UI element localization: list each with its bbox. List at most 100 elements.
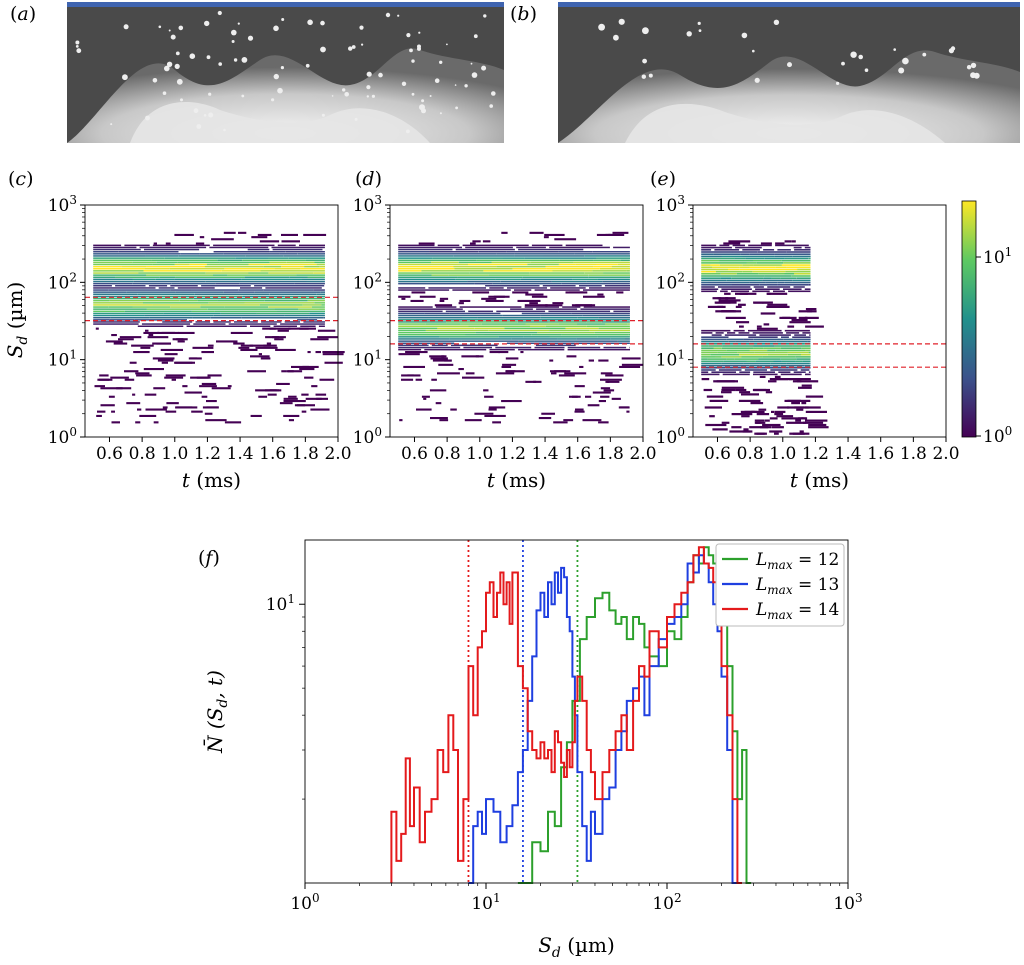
heatmap-cell <box>701 281 709 284</box>
droplet <box>271 98 275 102</box>
droplet <box>193 108 199 114</box>
heatmap-cell <box>260 357 271 360</box>
heatmap-cell <box>448 274 489 276</box>
heatmap-cells-c <box>93 231 345 424</box>
heatmap-cell <box>141 323 191 325</box>
heatmap-cell <box>430 417 448 420</box>
heatmap-cell <box>124 370 139 373</box>
heatmap-cell <box>192 317 211 319</box>
panel-f-label: (f) <box>198 547 220 569</box>
histogram-series-2 <box>390 546 742 884</box>
heatmap-cell <box>176 406 193 409</box>
heatmap-cell <box>723 360 747 363</box>
heatmap-cell <box>774 375 781 378</box>
x-tick-label: 1.4 <box>532 444 559 464</box>
heatmap-cell <box>771 410 775 413</box>
heatmap-cell <box>780 364 805 367</box>
panel-b-letter: b <box>517 3 529 25</box>
heatmap-cell <box>701 262 720 264</box>
heatmap-cell <box>534 346 565 349</box>
heatmap-cell <box>563 419 574 422</box>
heatmap-cell <box>517 321 549 323</box>
heatmap-cell <box>549 246 610 249</box>
heatmap-cell <box>93 308 147 310</box>
droplet <box>176 78 183 85</box>
heatmap-cell <box>514 253 575 255</box>
droplet <box>321 113 325 117</box>
heatmap-cell <box>529 302 538 305</box>
droplet <box>175 51 180 56</box>
heatmap-cell <box>110 317 150 319</box>
heatmap-cell <box>545 325 587 327</box>
droplet <box>123 24 129 30</box>
heatmap-cell <box>157 331 175 334</box>
heatmap-cell <box>224 268 275 270</box>
heatmap-cell <box>401 378 414 381</box>
heatmap-cell <box>269 293 317 295</box>
heatmap-cell <box>805 395 824 398</box>
heatmap-cell <box>781 264 811 266</box>
heatmap-cell <box>524 306 559 308</box>
heatmap-cell <box>753 388 767 392</box>
heatmap-cell <box>701 257 735 260</box>
heatmap-cell <box>701 364 722 367</box>
heatmap-cell <box>283 397 298 400</box>
heatmap-cell <box>178 331 195 334</box>
heatmap-x-axis-label: t (ms) <box>487 468 546 492</box>
heatmap-cell <box>156 342 171 345</box>
heatmap-cell <box>776 340 808 343</box>
heatmap-cell <box>302 365 319 368</box>
heatmap-cell <box>121 265 147 268</box>
droplet <box>217 10 222 16</box>
panel-c-label: (c) <box>8 168 34 190</box>
heatmap-cell <box>784 240 792 243</box>
heatmap-cell <box>468 263 528 266</box>
heatmap-cell <box>300 268 325 270</box>
droplet <box>970 72 976 79</box>
heatmap-cell <box>301 393 309 396</box>
heatmap-cell <box>211 387 231 390</box>
droplet <box>273 25 279 32</box>
heatmap-cell <box>239 282 295 285</box>
heatmap-cell <box>596 342 630 344</box>
heatmap-cell <box>492 282 562 285</box>
heatmap-cell <box>548 321 587 323</box>
heatmap-cell <box>277 329 289 332</box>
heatmap-cell <box>706 395 724 398</box>
heatmap-cell <box>247 370 266 373</box>
heatmap-cell <box>256 312 310 315</box>
heatmap-cell <box>791 402 800 405</box>
heatmap-cell <box>421 395 430 398</box>
droplet <box>145 115 150 121</box>
heatmap-cell <box>398 306 433 308</box>
heatmap-cell <box>780 347 802 349</box>
droplet <box>773 19 780 25</box>
heatmap-cell <box>191 310 215 313</box>
heatmap-cell <box>188 357 198 360</box>
legend-box <box>715 543 845 627</box>
heatmap-cell <box>437 372 460 375</box>
heatmap-cell <box>284 314 325 317</box>
heatmap-cell <box>701 347 714 349</box>
droplet <box>204 20 210 27</box>
heatmap-cell <box>424 348 487 351</box>
heatmap-cell <box>279 402 293 405</box>
heatmap-cell <box>740 410 757 413</box>
heatmap-cell <box>485 299 504 302</box>
heatmap-cell <box>241 278 302 281</box>
heatmap-cell <box>783 338 794 341</box>
heatmap-cell <box>719 262 747 264</box>
heatmap-cell <box>622 365 641 368</box>
heatmap-cell <box>739 268 773 271</box>
heatmap-cell <box>267 393 277 396</box>
heatmap-cell <box>749 281 766 284</box>
heatmap-cells-d <box>398 231 644 424</box>
heatmap-cell <box>227 274 297 276</box>
heatmap-cell <box>503 319 569 321</box>
heatmap-cell <box>97 410 106 413</box>
heatmap-cell <box>174 263 190 266</box>
heatmap-cell <box>713 380 735 383</box>
heatmap-cell <box>284 321 301 323</box>
y-tick-label: 101 <box>353 348 382 371</box>
